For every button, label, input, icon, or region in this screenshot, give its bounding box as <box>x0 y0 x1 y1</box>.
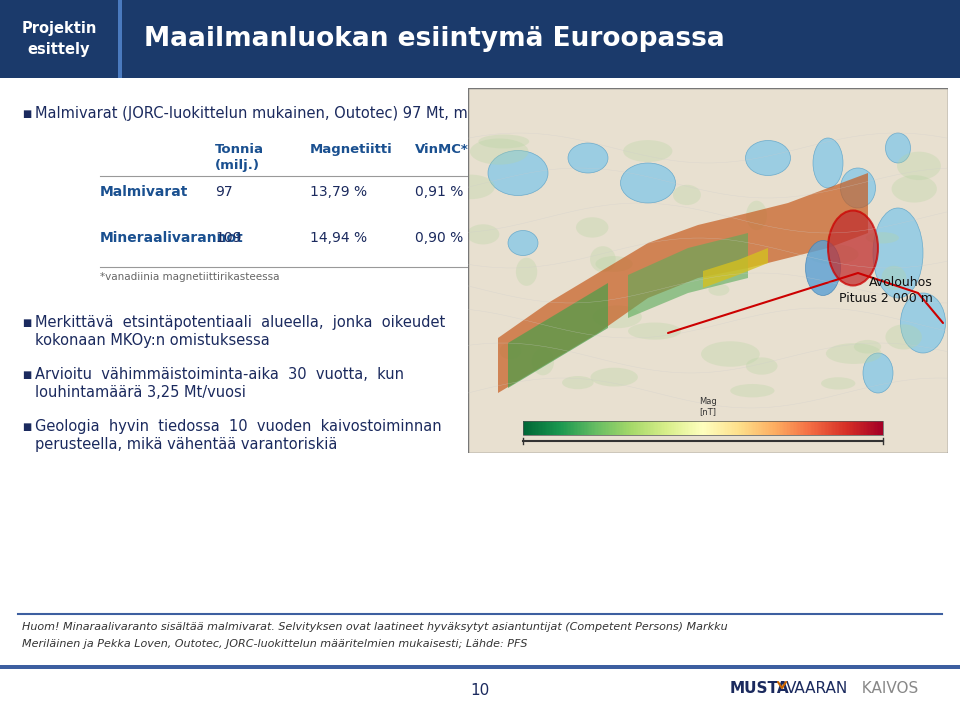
Ellipse shape <box>746 201 767 230</box>
Ellipse shape <box>532 348 554 376</box>
Ellipse shape <box>568 143 608 173</box>
Text: 0,91 %: 0,91 % <box>415 185 464 199</box>
Polygon shape <box>703 248 768 288</box>
Ellipse shape <box>828 211 878 286</box>
Text: Merkittävä  etsintäpotentiaali  alueella,  jonka  oikeudet: Merkittävä etsintäpotentiaali alueella, … <box>35 315 445 330</box>
Ellipse shape <box>628 322 682 340</box>
Ellipse shape <box>746 357 778 375</box>
Text: ■: ■ <box>22 422 32 432</box>
Ellipse shape <box>841 168 876 208</box>
Text: 10: 10 <box>470 683 490 698</box>
Bar <box>0 665 960 669</box>
Ellipse shape <box>892 175 937 203</box>
Text: Mineraalivarannot: Mineraalivarannot <box>100 231 244 245</box>
Ellipse shape <box>516 258 538 286</box>
Text: Projektin
esittely: Projektin esittely <box>21 21 97 57</box>
Text: 109: 109 <box>215 231 242 245</box>
Text: 13,79 %: 13,79 % <box>310 185 367 199</box>
Text: ■: ■ <box>22 370 32 380</box>
Ellipse shape <box>826 343 881 364</box>
Bar <box>523 421 883 435</box>
Ellipse shape <box>488 150 548 195</box>
Polygon shape <box>498 173 868 393</box>
Ellipse shape <box>446 175 494 199</box>
Text: kokonaan MKOy:n omistuksessa: kokonaan MKOy:n omistuksessa <box>35 333 270 348</box>
Text: VinMC*: VinMC* <box>415 143 468 156</box>
Bar <box>0 78 960 702</box>
Ellipse shape <box>897 152 941 180</box>
Ellipse shape <box>873 208 923 298</box>
Text: Tonnia
(milj.): Tonnia (milj.) <box>215 143 264 172</box>
Ellipse shape <box>900 293 946 353</box>
Text: Arvioitu  vähimmäistoiminta-aika  30  vuotta,  kun: Arvioitu vähimmäistoiminta-aika 30 vuott… <box>35 367 404 382</box>
Polygon shape <box>628 233 748 318</box>
Text: Mag
[nT]: Mag [nT] <box>699 397 717 416</box>
Ellipse shape <box>863 353 893 393</box>
Ellipse shape <box>881 266 906 290</box>
Ellipse shape <box>562 376 593 389</box>
Bar <box>0 0 118 78</box>
Ellipse shape <box>673 185 701 205</box>
Text: MUSTA: MUSTA <box>730 681 790 696</box>
Text: Malmivarat (JORC-luokittelun mukainen, Outotec) 97 Mt, magnetiittipitoisuus 13,8: Malmivarat (JORC-luokittelun mukainen, O… <box>35 106 656 121</box>
Ellipse shape <box>469 138 529 165</box>
Ellipse shape <box>731 384 775 397</box>
Ellipse shape <box>620 163 676 203</box>
Text: Geologia  hyvin  tiedossa  10  vuoden  kaivostoiminnan: Geologia hyvin tiedossa 10 vuoden kaivos… <box>35 419 442 434</box>
Text: Maailmanluokan esiintymä Euroopassa: Maailmanluokan esiintymä Euroopassa <box>144 26 725 52</box>
Text: ■: ■ <box>22 318 32 328</box>
Ellipse shape <box>805 241 841 296</box>
Text: VAARAN: VAARAN <box>786 681 849 696</box>
Ellipse shape <box>821 377 855 390</box>
Text: 14,94 %: 14,94 % <box>310 231 367 245</box>
Ellipse shape <box>478 135 529 148</box>
Ellipse shape <box>885 324 922 350</box>
Ellipse shape <box>623 140 672 162</box>
Text: ■: ■ <box>22 109 32 119</box>
Ellipse shape <box>592 305 642 329</box>
Text: 97: 97 <box>215 185 232 199</box>
Text: Avolouhos
Pituus 2 000 m: Avolouhos Pituus 2 000 m <box>839 277 933 305</box>
Ellipse shape <box>813 138 843 188</box>
Text: louhintamäärä 3,25 Mt/vuosi: louhintamäärä 3,25 Mt/vuosi <box>35 385 246 400</box>
Ellipse shape <box>866 232 899 244</box>
Ellipse shape <box>746 140 790 176</box>
Text: Malmivarat: Malmivarat <box>100 185 188 199</box>
Text: Magnetiitti: Magnetiitti <box>310 143 393 156</box>
Ellipse shape <box>467 224 499 244</box>
Text: perusteella, mikä vähentää varantoriskiä: perusteella, mikä vähentää varantoriskiä <box>35 437 337 452</box>
Ellipse shape <box>508 230 538 256</box>
Ellipse shape <box>708 284 730 296</box>
Ellipse shape <box>576 217 609 238</box>
Ellipse shape <box>499 343 521 359</box>
Ellipse shape <box>885 133 910 163</box>
Ellipse shape <box>590 368 637 387</box>
Ellipse shape <box>590 246 615 272</box>
Text: KAIVOS: KAIVOS <box>852 681 919 696</box>
Bar <box>122 0 960 78</box>
Ellipse shape <box>595 256 633 272</box>
Ellipse shape <box>807 244 858 264</box>
Text: Huom! Minaraalivaranto sisältää malmivarat. Selvityksen ovat laatineet hyväksyty: Huom! Minaraalivaranto sisältää malmivar… <box>22 622 728 632</box>
Bar <box>118 0 122 78</box>
Text: 0,90 %: 0,90 % <box>415 231 464 245</box>
Polygon shape <box>508 283 608 388</box>
Ellipse shape <box>854 340 881 354</box>
Ellipse shape <box>701 341 759 366</box>
Text: Meriläinen ja Pekka Loven, Outotec, JORC-luokittelun määritelmien mukaisesti; Lä: Meriläinen ja Pekka Loven, Outotec, JORC… <box>22 639 527 649</box>
Text: *vanadiinia magnetiittirikasteessa: *vanadiinia magnetiittirikasteessa <box>100 272 279 282</box>
